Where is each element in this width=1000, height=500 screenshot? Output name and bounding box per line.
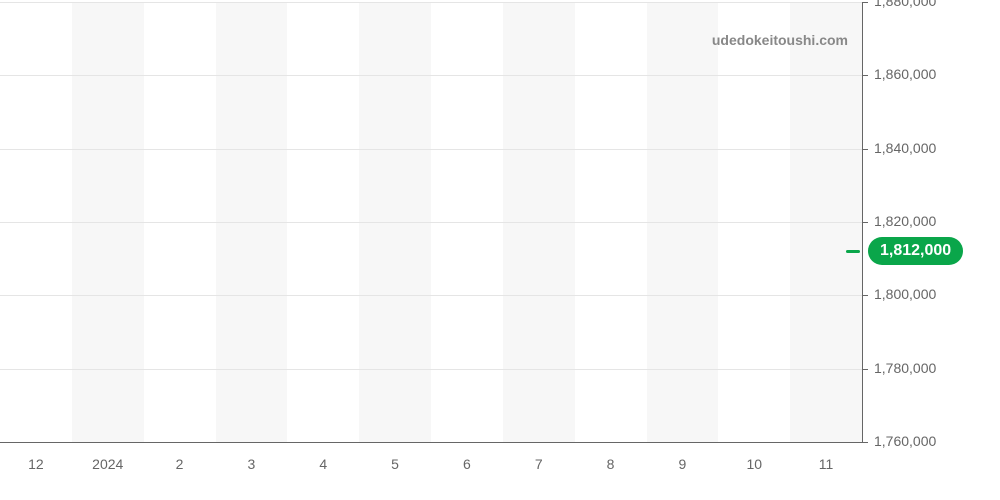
plot-area	[0, 2, 862, 442]
x-axis-line	[0, 442, 862, 443]
price-chart: 1,760,000 1,780,000 1,800,000 1,820,000 1,84…	[0, 0, 1000, 500]
y-tick-label: 1,780,000	[874, 360, 936, 376]
gridline	[0, 295, 862, 296]
current-value-label: 1,812,000	[880, 242, 951, 259]
y-tick	[862, 295, 868, 296]
x-tick-label: 6	[463, 456, 471, 472]
gridline	[0, 369, 862, 370]
y-tick-label: 1,860,000	[874, 66, 936, 82]
y-tick	[862, 222, 868, 223]
x-tick-label: 11	[819, 456, 834, 472]
current-value-badge: 1,812,000	[868, 237, 963, 265]
x-tick-label: 8	[607, 456, 615, 472]
y-tick	[862, 149, 868, 150]
x-tick-label: 9	[679, 456, 687, 472]
x-tick-label: 2	[176, 456, 184, 472]
y-tick	[862, 369, 868, 370]
x-tick-label: 3	[248, 456, 256, 472]
y-tick	[862, 442, 868, 443]
gridline	[0, 222, 862, 223]
y-tick	[862, 2, 868, 3]
current-value-marker	[846, 250, 860, 253]
y-tick	[862, 75, 868, 76]
y-tick-label: 1,820,000	[874, 213, 936, 229]
x-tick-label: 5	[391, 456, 399, 472]
x-tick-label: 12	[28, 456, 44, 472]
x-tick-label: 4	[319, 456, 327, 472]
x-tick-label: 2024	[92, 456, 123, 472]
x-tick-label: 10	[746, 456, 762, 472]
gridline	[0, 75, 862, 76]
gridline	[0, 149, 862, 150]
watermark-text: udedokeitoushi.com	[688, 32, 848, 48]
gridline	[0, 2, 862, 3]
y-tick-label: 1,760,000	[874, 433, 936, 449]
y-tick-label: 1,840,000	[874, 140, 936, 156]
x-tick-label: 7	[535, 456, 543, 472]
y-tick-label: 1,880,000	[874, 0, 936, 9]
y-tick-label: 1,800,000	[874, 286, 936, 302]
